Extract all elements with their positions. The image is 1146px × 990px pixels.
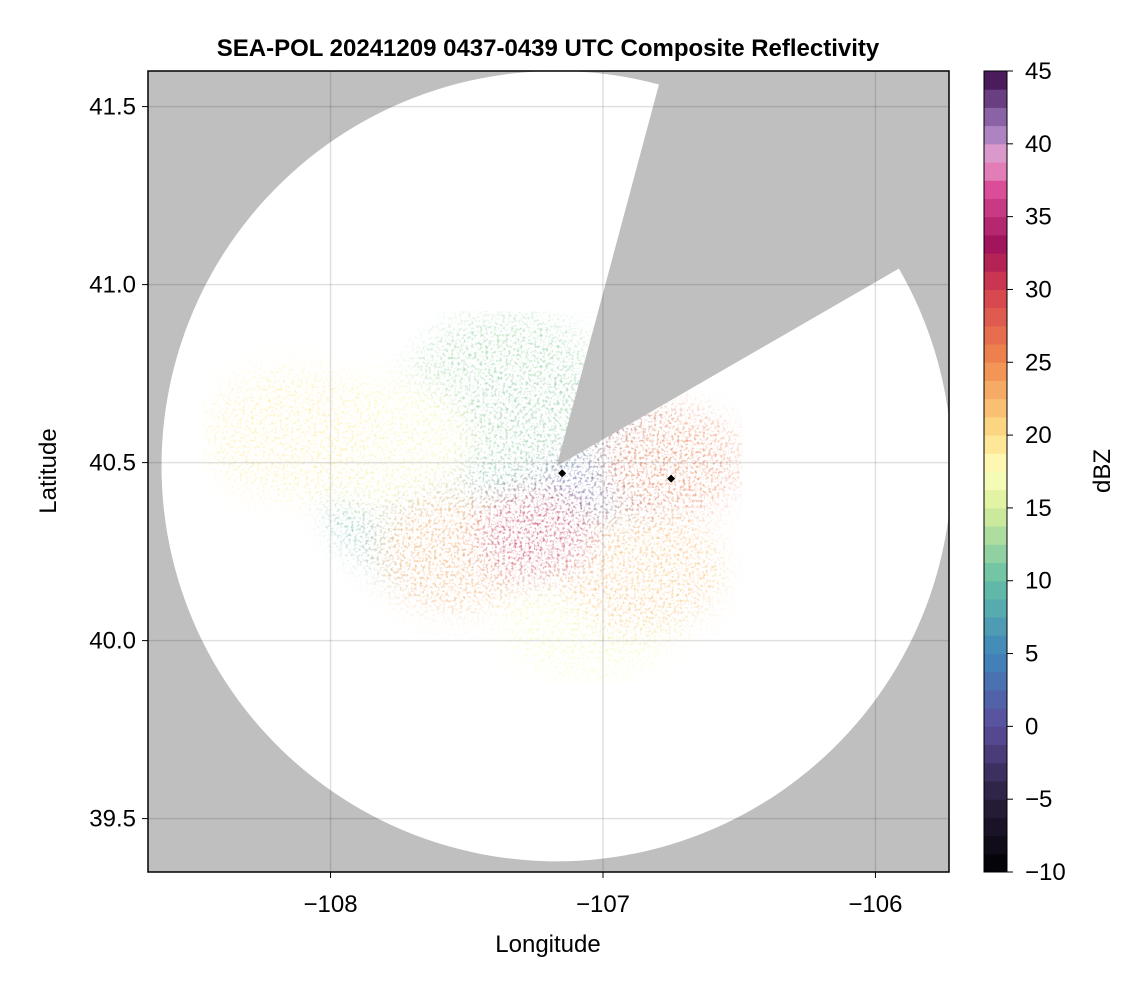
site-markers xyxy=(558,469,676,483)
echo-region xyxy=(600,407,743,518)
colorbar-tick-label: 25 xyxy=(1025,349,1052,376)
colorbar-band xyxy=(984,416,1007,436)
colorbar-frame xyxy=(983,70,1008,873)
colorbar-band xyxy=(984,107,1007,127)
x-tick-label: −106 xyxy=(848,891,902,918)
colorbar-band xyxy=(984,853,1007,873)
colorbar-band xyxy=(984,453,1007,472)
echo-region xyxy=(475,487,595,581)
plot-area xyxy=(148,71,949,872)
colorbar-band xyxy=(984,562,1007,582)
colorbar-band xyxy=(984,435,1007,454)
colorbar-band xyxy=(984,180,1007,199)
grid-lines xyxy=(148,71,949,872)
echo-region xyxy=(563,507,724,632)
colorbar-band xyxy=(984,325,1007,345)
colorbar-ticks: −10 −5 0 5 10 15 20 25 30 35 40 45 xyxy=(1007,58,1066,886)
colorbar-band xyxy=(984,671,1007,691)
y-tick-label: 39.5 xyxy=(89,806,136,833)
colorbar-band xyxy=(984,125,1007,145)
colorbar-band xyxy=(984,253,1007,272)
colorbar-band xyxy=(984,689,1007,709)
colorbar-band xyxy=(984,471,1007,491)
colorbar-band xyxy=(984,162,1007,181)
colorbar-band xyxy=(984,526,1007,545)
colorbar-band xyxy=(984,289,1007,309)
colorbar-band xyxy=(984,780,1007,800)
colorbar-band xyxy=(984,762,1007,782)
colorbar-band xyxy=(984,71,1007,90)
colorbar-tick-label: 10 xyxy=(1025,568,1052,595)
colorbar-tick-label: 45 xyxy=(1025,58,1052,85)
colorbar-band xyxy=(984,489,1007,509)
site-marker xyxy=(558,469,567,478)
colorbar-band xyxy=(984,744,1007,764)
chart-title: SEA-POL 20241209 0437-0439 UTC Composite… xyxy=(217,35,880,62)
colorbar-tick-label: 5 xyxy=(1025,641,1038,668)
x-tick-label: −108 xyxy=(304,891,358,918)
y-axis-ticks: 39.5 40.0 40.5 41.0 41.5 xyxy=(89,94,148,833)
plot-frame xyxy=(147,70,950,873)
colorbar-tick-label: 35 xyxy=(1025,204,1052,231)
colorbar-band xyxy=(984,198,1007,218)
colorbar-band xyxy=(984,344,1007,363)
colorbar-band xyxy=(984,271,1007,290)
x-tick-label: −107 xyxy=(576,891,630,918)
colorbar-bands xyxy=(984,71,1007,873)
y-axis-label: Latitude xyxy=(35,428,62,513)
colorbar-band xyxy=(984,89,1007,108)
colorbar-band xyxy=(984,799,1007,818)
colorbar: −10 −5 0 5 10 15 20 25 30 35 40 45 dBZ xyxy=(983,58,1116,886)
colorbar-band xyxy=(984,380,1007,400)
colorbar-band xyxy=(984,398,1007,418)
colorbar-band xyxy=(984,580,1007,600)
colorbar-tick-label: −5 xyxy=(1025,786,1052,813)
colorbar-tick-label: 20 xyxy=(1025,422,1052,449)
colorbar-label: dBZ xyxy=(1089,449,1116,493)
colorbar-band xyxy=(984,307,1007,327)
x-axis-label: Longitude xyxy=(495,931,600,958)
colorbar-band xyxy=(984,835,1007,855)
echo-region xyxy=(202,366,377,502)
colorbar-band xyxy=(984,726,1007,746)
colorbar-tick-label: 15 xyxy=(1025,495,1052,522)
site-marker xyxy=(667,474,676,483)
y-tick-label: 41.0 xyxy=(89,272,136,299)
colorbar-band xyxy=(984,143,1007,163)
colorbar-band xyxy=(984,653,1007,673)
colorbar-band xyxy=(984,507,1007,527)
colorbar-band xyxy=(984,817,1007,837)
colorbar-band xyxy=(984,544,1007,564)
colorbar-band xyxy=(984,708,1007,727)
colorbar-band xyxy=(984,216,1007,236)
colorbar-band xyxy=(984,598,1007,618)
y-tick-label: 40.0 xyxy=(89,628,136,655)
colorbar-tick-label: −10 xyxy=(1025,859,1066,886)
colorbar-tick-label: 40 xyxy=(1025,131,1052,158)
y-tick-label: 40.5 xyxy=(89,450,136,477)
x-axis-ticks: −108 −107 −106 xyxy=(304,872,902,918)
colorbar-band xyxy=(984,362,1007,381)
colorbar-band xyxy=(984,635,1007,655)
y-tick-label: 41.5 xyxy=(89,94,136,121)
colorbar-tick-label: 0 xyxy=(1025,713,1038,740)
colorbar-band xyxy=(984,617,1007,636)
colorbar-band xyxy=(984,234,1007,254)
colorbar-tick-label: 30 xyxy=(1025,276,1052,303)
